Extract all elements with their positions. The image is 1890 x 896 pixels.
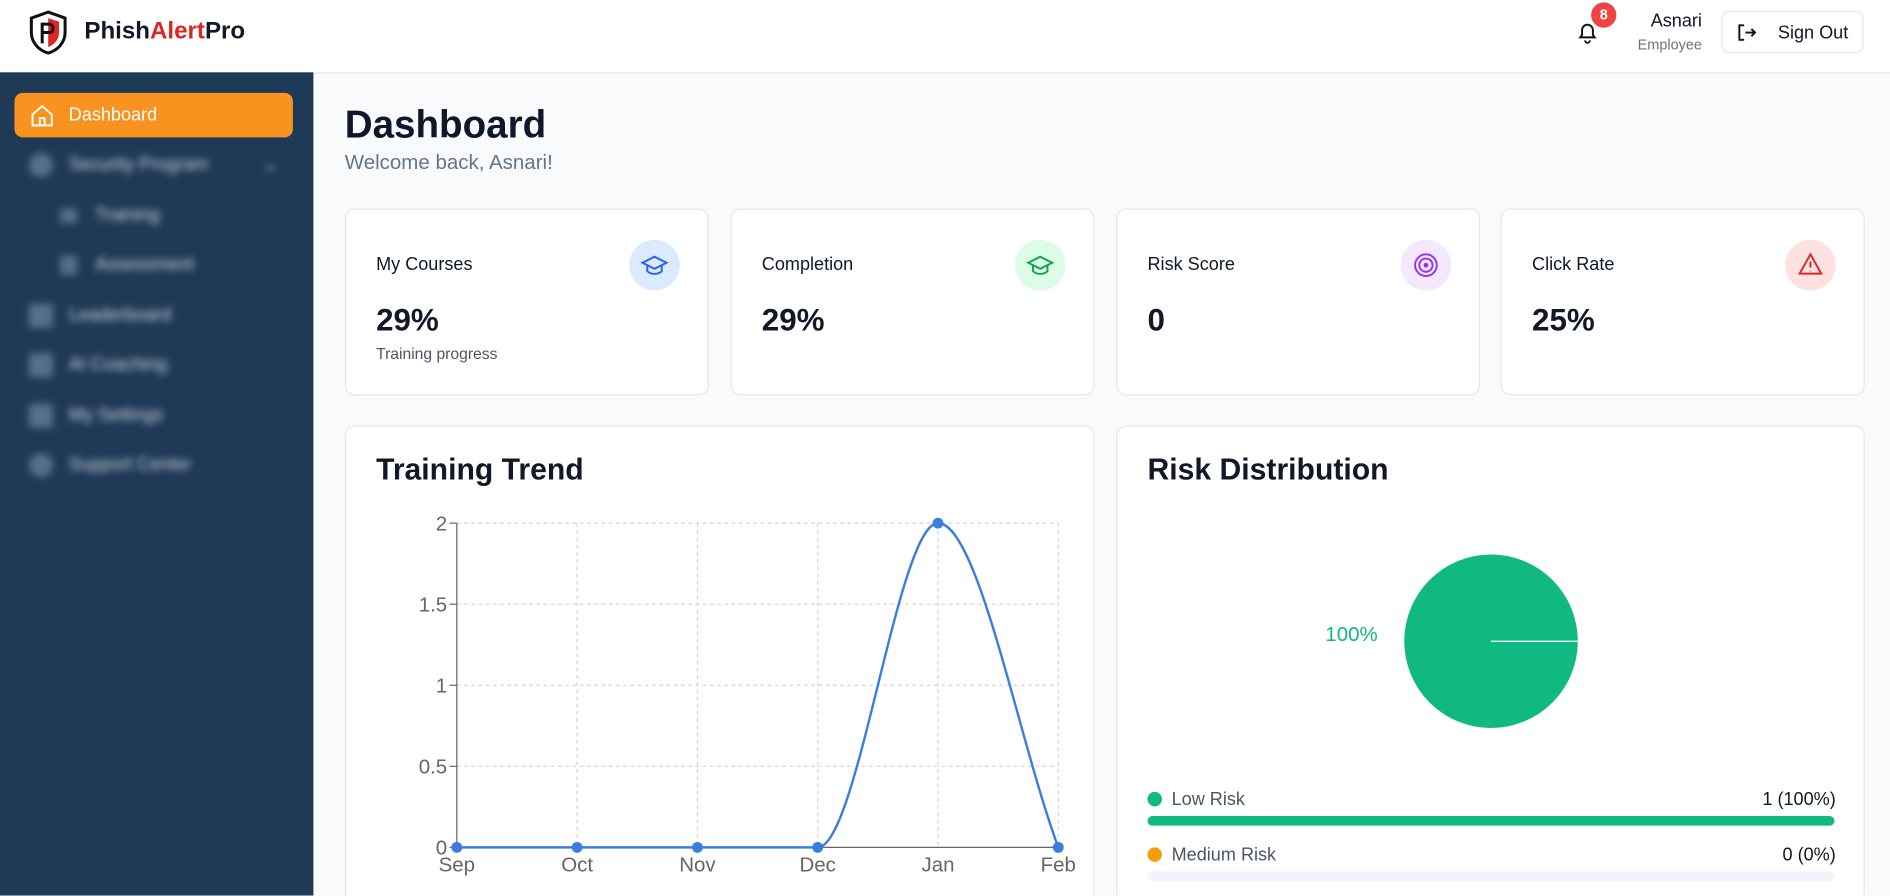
data-point <box>571 841 583 853</box>
nav-item[interactable]: Security Program ⌄ <box>0 153 313 178</box>
data-point <box>451 841 463 853</box>
stat-label: Risk Score <box>1147 254 1235 275</box>
y-tick-label: 0.5 <box>419 756 447 779</box>
data-point <box>1052 841 1064 853</box>
stat-card: Click Rate 25% <box>1500 208 1865 396</box>
stat-card: Risk Score 0 <box>1116 208 1481 396</box>
logo <box>29 10 67 55</box>
legend-dot <box>1147 847 1162 862</box>
risk-label: Low Risk <box>1171 789 1245 811</box>
pie-chart: 100% <box>1325 554 1578 729</box>
page-title: Dashboard <box>344 102 547 146</box>
home-icon <box>31 104 53 127</box>
sign-out-icon <box>1738 24 1757 41</box>
stat-value: 29% <box>376 301 439 338</box>
y-tick-label: 2 <box>436 512 447 535</box>
page-subtitle: Welcome back, Asnari! <box>344 150 553 174</box>
nav-label: AI Coaching <box>68 354 168 375</box>
x-tick-label: Oct <box>561 853 593 876</box>
x-tick-label: Nov <box>679 853 716 876</box>
stat-icon <box>629 239 680 291</box>
progress-track <box>1147 871 1835 882</box>
nav-item[interactable]: Training <box>0 204 313 228</box>
nav-label: Dashboard <box>68 104 158 126</box>
nav-item[interactable]: Assessment <box>0 253 313 277</box>
nav-label: Assessment <box>95 254 194 275</box>
nav-label: Support Center <box>68 454 192 475</box>
brand-part: Pro <box>204 18 246 45</box>
stat-label: Click Rate <box>1532 254 1615 275</box>
data-point <box>932 517 944 529</box>
x-tick-label: Dec <box>799 853 835 876</box>
nav-item[interactable]: My Settings <box>0 403 313 428</box>
brand-part: Alert <box>150 18 205 45</box>
x-tick-label: Feb <box>1041 853 1076 876</box>
y-tick-label: 1.5 <box>419 593 447 616</box>
nav-label: My Settings <box>68 405 164 426</box>
risk-count: 0 (0%) <box>1782 844 1836 866</box>
nav-label: Leaderboard <box>68 304 172 326</box>
nav-item[interactable]: AI Coaching <box>0 353 313 378</box>
stat-card: Completion 29% <box>730 208 1095 396</box>
chart-title: Training Trend <box>376 453 584 487</box>
risk-legend: Low Risk 1 (100%) Medium Risk 0 (0%) <box>1117 776 1866 895</box>
stat-icon <box>1014 239 1066 291</box>
y-tick-label: 1 <box>436 674 447 697</box>
stat-note: Training progress <box>376 344 498 363</box>
nav-item[interactable]: Leaderboard <box>0 303 313 328</box>
stat-value: 25% <box>1532 301 1595 338</box>
brand-part: Phish <box>84 18 151 45</box>
pie-label: 100% <box>1325 623 1377 646</box>
line-chart: 0 0.5 1 1.5 2 Sep Oct Nov Dec Jan Feb <box>419 512 1076 876</box>
risk-row: Low Risk 1 (100%) <box>1117 776 1866 831</box>
x-tick-label: Sep <box>439 853 475 876</box>
progress-bar <box>1147 816 1835 826</box>
user-role: Employee <box>1637 36 1702 54</box>
chart-card: Risk Distribution 100% Low Risk 1 (100%)… <box>1116 425 1866 896</box>
risk-row: Medium Risk 0 (0%) <box>1117 832 1866 887</box>
nav-active[interactable]: Dashboard <box>14 92 293 138</box>
sidebar: Dashboard Security Program ⌄ Training Ass… <box>0 72 314 896</box>
brand: PhishAlertPro <box>84 18 245 46</box>
stat-icon <box>1400 239 1452 291</box>
sign-out-button[interactable]: Sign Out <box>1721 10 1864 54</box>
nav-label: Security Program <box>68 154 209 175</box>
chart-card: Training Trend 0 0.5 1 1.5 2 Sep Oct Nov Dec Jan F… <box>344 425 1095 896</box>
stat-icon <box>1785 239 1836 291</box>
stat-label: Completion <box>761 254 854 275</box>
y-tick-label: 0 <box>436 837 447 860</box>
nav-label: Training <box>95 204 160 226</box>
risk-label: Medium Risk <box>1171 844 1277 866</box>
data-point <box>691 841 703 853</box>
x-tick-label: Jan <box>921 853 954 876</box>
notification-badge: 8 <box>1591 2 1617 28</box>
legend-dot <box>1147 791 1162 807</box>
sign-out-label: Sign Out <box>1777 22 1849 44</box>
header: PhishAlertPro 8 Asnari Employee Sign Out <box>0 0 1890 74</box>
nav-item[interactable]: Support Center <box>0 453 313 478</box>
chart-title: Risk Distribution <box>1147 453 1389 487</box>
stat-card: My Courses 29% Training progress <box>344 208 709 396</box>
stat-value: 0 <box>1147 301 1165 338</box>
data-point <box>812 841 824 853</box>
stat-value: 29% <box>761 301 825 338</box>
user-name: Asnari <box>1650 10 1702 32</box>
stat-label: My Courses <box>376 254 473 275</box>
bell[interactable] <box>1574 19 1601 46</box>
risk-count: 1 (100%) <box>1762 789 1836 811</box>
